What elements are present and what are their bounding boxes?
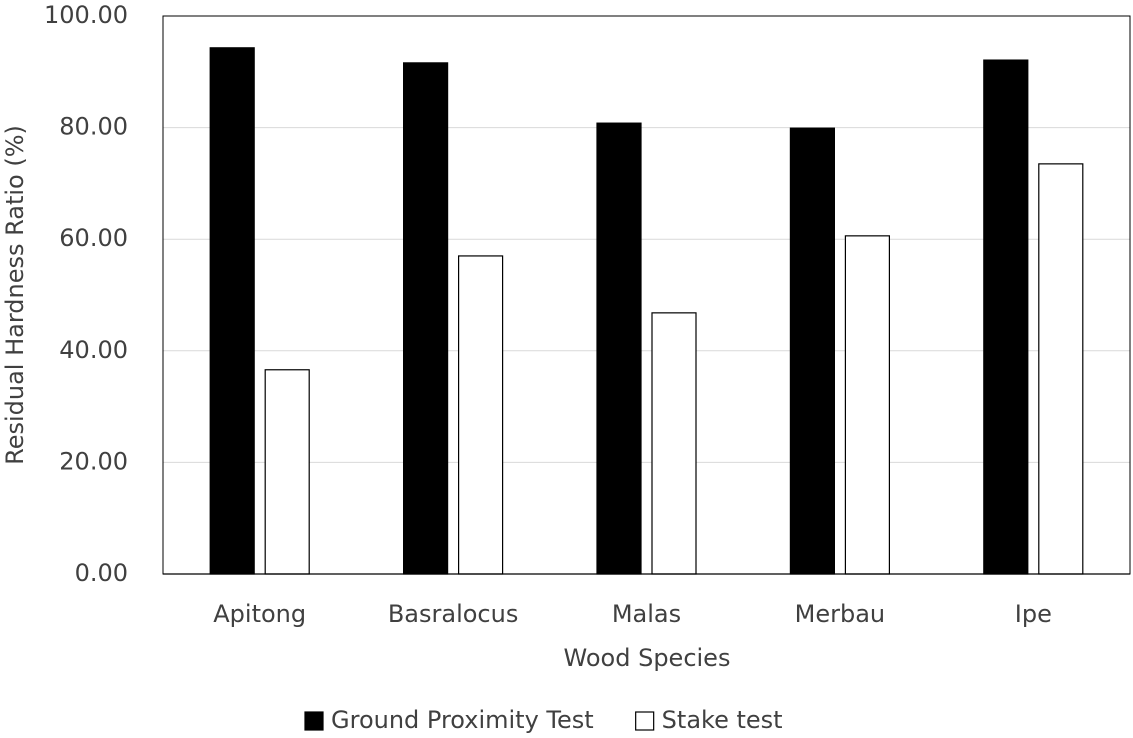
x-tick-label: Apitong	[213, 600, 306, 628]
bar	[403, 62, 449, 575]
x-tick-label: Merbau	[795, 600, 886, 628]
bar	[1038, 163, 1084, 575]
y-tick-label: 100.00	[44, 1, 128, 29]
y-tick-label: 80.00	[59, 113, 128, 141]
legend-label: Ground Proximity Test	[331, 706, 594, 734]
legend-label: Stake test	[662, 706, 783, 734]
bar	[844, 235, 891, 575]
x-tick-label: Ipe	[1015, 600, 1052, 628]
y-tick-label: 0.00	[75, 559, 128, 587]
bar	[789, 127, 836, 575]
y-tick-label: 20.00	[59, 447, 128, 475]
y-axis-title: Residual Hardness Ratio (%)	[1, 125, 29, 465]
bar	[983, 59, 1029, 575]
bar	[264, 369, 310, 575]
legend-swatch	[635, 711, 655, 731]
x-tick-label: Malas	[612, 600, 681, 628]
y-tick-label: 60.00	[59, 224, 128, 252]
x-tick-label: Basralocus	[388, 600, 519, 628]
bar	[596, 122, 642, 575]
bar	[458, 255, 504, 575]
bar	[209, 47, 255, 575]
x-axis-title: Wood Species	[564, 644, 731, 672]
y-tick-label: 40.00	[59, 336, 128, 364]
bar	[651, 312, 697, 575]
legend-swatch	[304, 711, 324, 731]
